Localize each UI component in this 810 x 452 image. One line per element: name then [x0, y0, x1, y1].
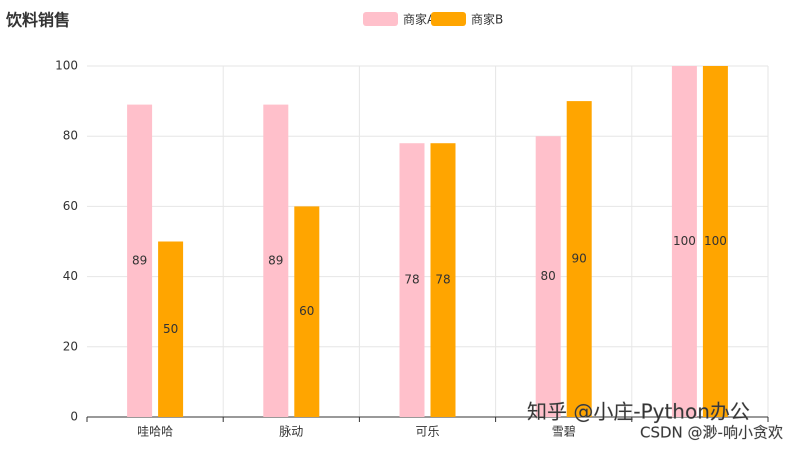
watermark: CSDN @渺-响小贪欢: [640, 424, 783, 442]
bar: [535, 136, 561, 417]
value-label: 89: [268, 253, 283, 267]
y-tick-label: 20: [63, 339, 78, 353]
x-tick-label: 雪碧: [552, 425, 576, 439]
bar: [399, 143, 425, 417]
y-tick-label: 80: [63, 129, 78, 143]
value-label: 89: [132, 253, 147, 267]
value-label: 60: [299, 304, 314, 318]
value-label: 78: [435, 273, 450, 287]
x-tick-label: 脉动: [279, 424, 303, 439]
value-label: 90: [572, 252, 587, 266]
value-label: 80: [541, 269, 556, 283]
y-tick-label: 60: [63, 199, 78, 213]
bar: [671, 66, 697, 417]
value-label: 100: [704, 234, 727, 248]
bar: [158, 241, 184, 417]
x-tick-label: 可乐: [415, 425, 439, 439]
chart-title: 饮料销售: [5, 11, 70, 30]
y-tick-label: 0: [70, 410, 78, 424]
legend-swatch[interactable]: [431, 12, 466, 26]
bar: [702, 66, 728, 417]
watermark: 知乎 @小庄-Python办公: [527, 400, 750, 424]
bar: [430, 143, 456, 417]
y-tick-label: 100: [55, 59, 78, 73]
value-label: 100: [673, 234, 696, 248]
bar: [294, 206, 320, 417]
bar: [127, 104, 153, 418]
value-label: 78: [404, 273, 419, 287]
x-tick-label: 哇哈哈: [137, 425, 173, 439]
bar: [566, 101, 592, 417]
bar: [263, 104, 289, 418]
legend-label[interactable]: 商家A: [403, 12, 436, 27]
legend-swatch[interactable]: [363, 12, 398, 26]
y-tick-label: 40: [63, 269, 78, 283]
legend-label[interactable]: 商家B: [471, 12, 503, 27]
value-label: 50: [163, 322, 178, 336]
